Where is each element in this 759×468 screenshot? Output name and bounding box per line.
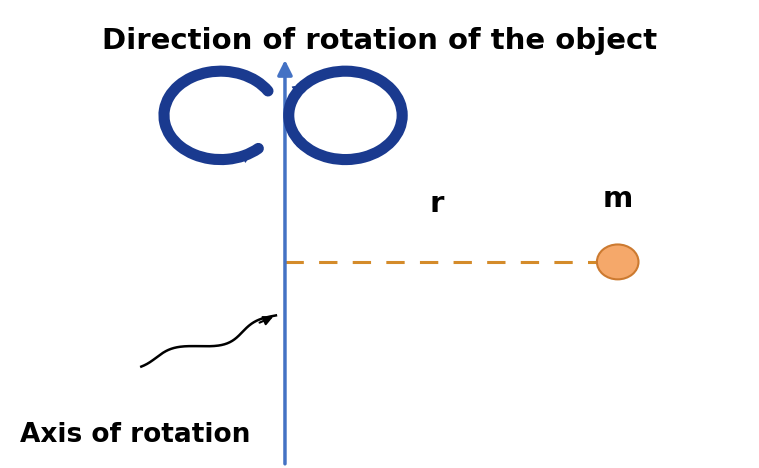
Text: m: m bbox=[603, 185, 633, 213]
Text: Direction of rotation of the object: Direction of rotation of the object bbox=[102, 27, 657, 55]
Text: r: r bbox=[429, 190, 443, 218]
Ellipse shape bbox=[597, 244, 638, 279]
Text: Axis of rotation: Axis of rotation bbox=[20, 422, 250, 448]
